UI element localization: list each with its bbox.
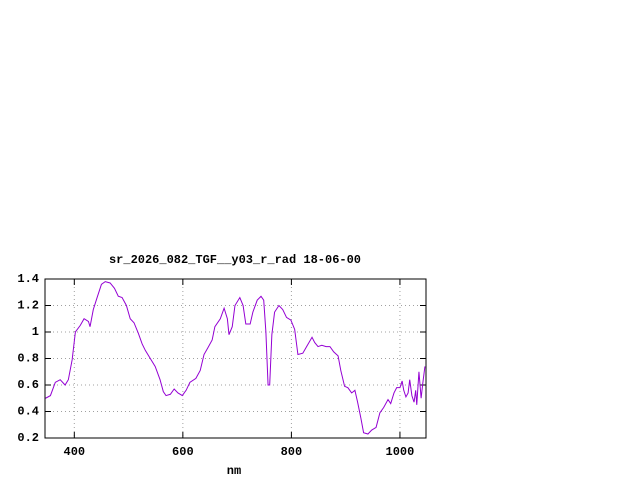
- chart-title: sr_2026_082_TGF__y03_r_rad 18-06-00: [109, 253, 361, 267]
- y-tick-label: 0.2: [17, 431, 39, 445]
- x-tick-label: 1000: [386, 445, 415, 459]
- y-tick-label: 1.4: [17, 272, 39, 286]
- x-axis-label: nm: [227, 464, 241, 478]
- x-tick-label: 800: [281, 445, 303, 459]
- plot-border: [44, 278, 427, 439]
- y-tick-label: 0.8: [17, 352, 39, 366]
- x-tick-label: 600: [172, 445, 194, 459]
- y-tick-label: 1: [32, 325, 39, 339]
- y-tick-label: 0.6: [17, 378, 39, 392]
- x-tick-label: 400: [64, 445, 86, 459]
- y-tick-label: 1.2: [17, 299, 39, 313]
- data-line: [45, 281, 426, 435]
- y-tick-label: 0.4: [17, 405, 39, 419]
